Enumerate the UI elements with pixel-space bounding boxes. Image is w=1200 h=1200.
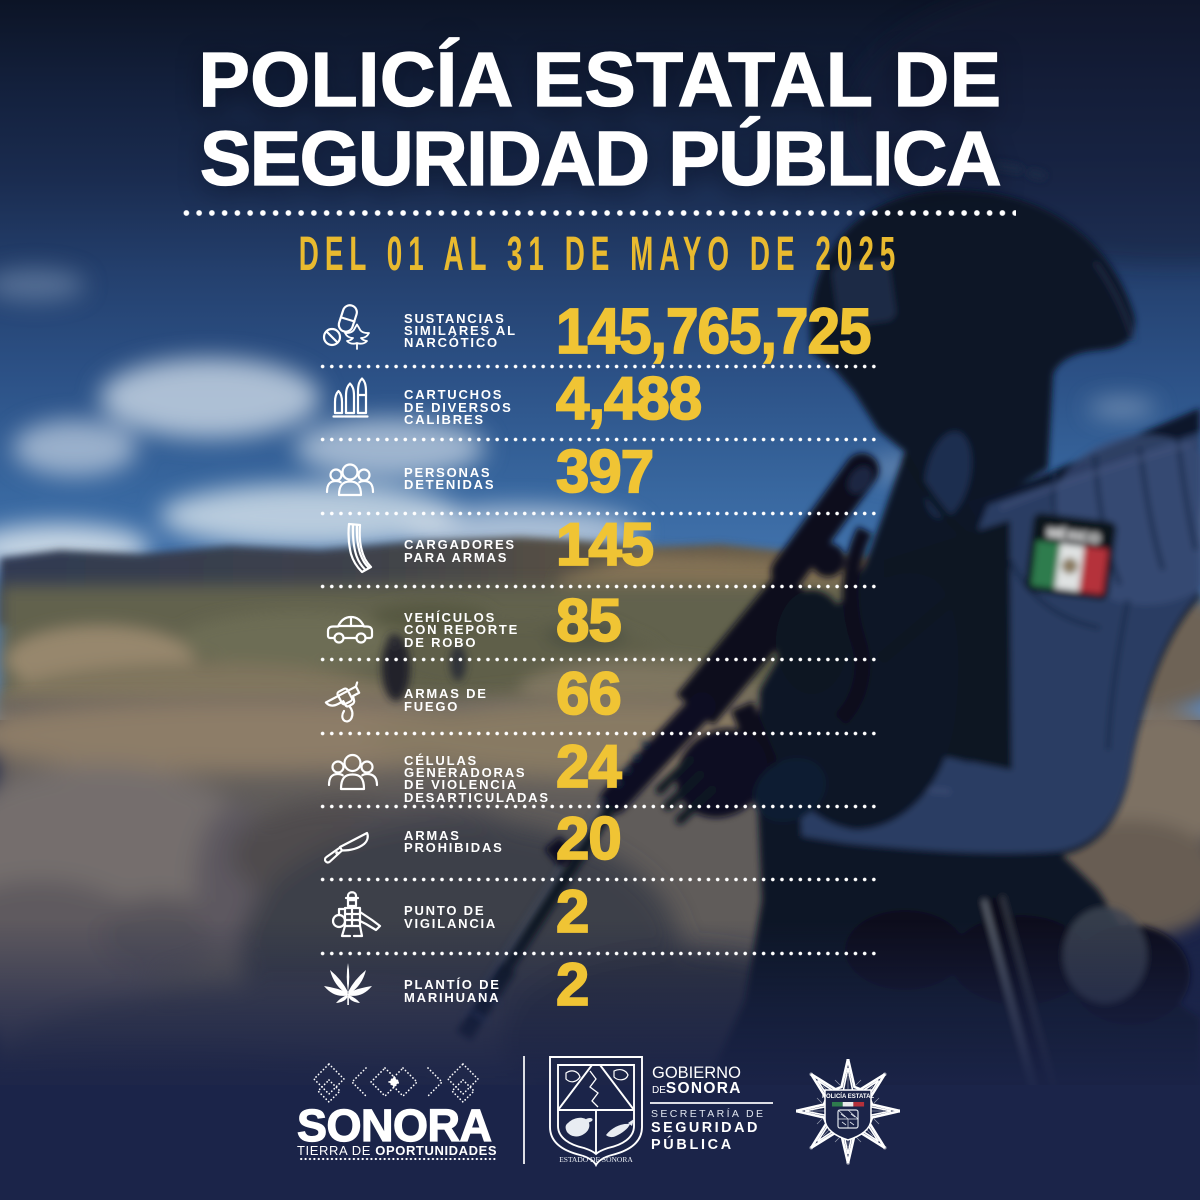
svg-text:MÉXICO: MÉXICO xyxy=(1046,525,1101,546)
svg-text:ESTADO DE SONORA: ESTADO DE SONORA xyxy=(559,1155,633,1164)
svg-text:POLICÍA ESTATAL: POLICÍA ESTATAL xyxy=(822,1092,874,1100)
